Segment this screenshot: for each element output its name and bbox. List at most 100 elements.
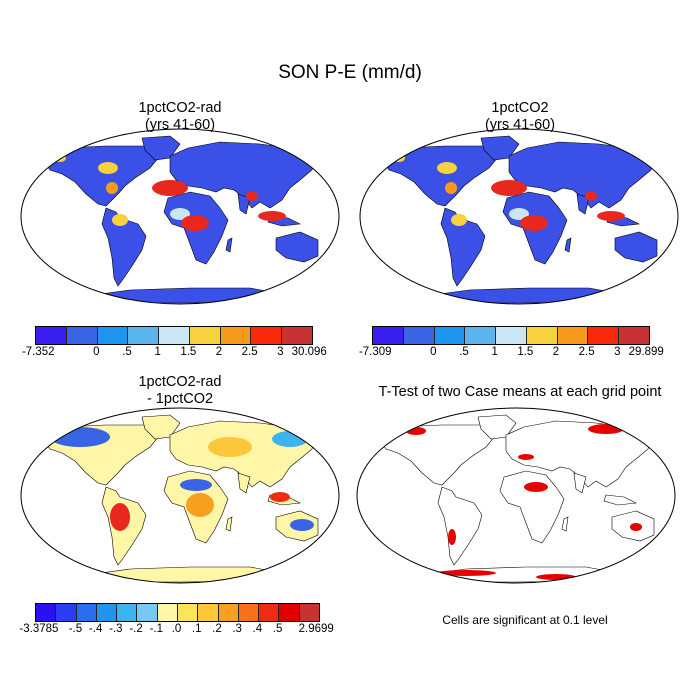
colorbar-swatch xyxy=(36,604,57,621)
colorbar-swatch xyxy=(279,604,300,621)
continent-shape xyxy=(225,516,233,532)
precip-region xyxy=(152,180,188,196)
colorbar-tick-label: 0 xyxy=(93,346,100,358)
difference-region xyxy=(270,492,290,502)
colorbar-swatch xyxy=(189,327,221,344)
colorbar-tick-label: 2.5 xyxy=(241,346,258,358)
colorbar-swatch xyxy=(128,327,160,344)
colorbar-swatch xyxy=(557,327,589,344)
continent-shape xyxy=(225,237,233,253)
map-border xyxy=(356,407,676,584)
colorbar-swatch xyxy=(465,327,497,344)
precip-region xyxy=(585,191,597,201)
map-border xyxy=(359,128,679,305)
colorbar-swatch xyxy=(282,327,313,344)
precip-region xyxy=(437,162,457,174)
continent-shape xyxy=(275,231,319,263)
significant-cells xyxy=(524,482,548,492)
precip-region xyxy=(393,154,405,162)
colorbar-tick-label: 0 xyxy=(430,346,437,358)
colorbar-tick-label: .0 xyxy=(171,623,182,635)
colorbar-swatch xyxy=(619,327,650,344)
colorbar-tick-label: 29.899 xyxy=(628,346,664,358)
continent-shape xyxy=(576,193,590,215)
colorbar-tick-label: -7.352 xyxy=(21,346,55,358)
precip-region xyxy=(106,182,118,194)
colorbar-tick-label: 30.096 xyxy=(291,346,327,358)
colorbar-swatch xyxy=(198,604,219,621)
panel-title-3: 1pctCO2-rad - 1pctCO2 xyxy=(138,374,222,407)
colorbar-3 xyxy=(35,603,320,622)
colorbar-swatch xyxy=(496,327,527,344)
continent-shape xyxy=(85,566,284,583)
colorbar-tick-label: -.3 xyxy=(109,623,123,635)
colorbar-1-labels: -7.352 0 .5 1 1.5 2 2.5 3 30.096 xyxy=(22,346,327,360)
continent-shape xyxy=(603,494,638,506)
precip-region xyxy=(112,214,128,226)
panel-title-2: 1pctCO2 (yrs 41-60) xyxy=(484,100,556,133)
colorbar-swatch xyxy=(299,604,319,621)
map-border xyxy=(20,128,340,305)
difference-region xyxy=(208,437,252,457)
colorbar-tick-label: 1.5 xyxy=(180,346,197,358)
colorbar-tick-label: 3 xyxy=(277,346,284,358)
difference-region xyxy=(110,503,130,531)
colorbar-tick-label: 1 xyxy=(154,346,161,358)
map-panel-2 xyxy=(359,128,679,305)
colorbar-tick-label: -.4 xyxy=(88,623,103,635)
continent-shape xyxy=(380,145,500,207)
significance-note: Cells are significant at 0.1 level xyxy=(442,613,608,627)
precip-region xyxy=(509,208,529,220)
colorbar-swatch xyxy=(220,327,252,344)
colorbar-tick-label: -.1 xyxy=(149,623,163,635)
precip-region xyxy=(258,211,286,221)
colorbar-swatch xyxy=(373,327,404,344)
colorbar-tick-label: .2 xyxy=(212,623,222,635)
precip-region xyxy=(98,162,118,174)
continent-shape xyxy=(499,470,565,544)
map-border xyxy=(20,407,340,584)
colorbar-tick-label: .1 xyxy=(191,623,202,635)
precip-region xyxy=(520,215,548,231)
difference-region xyxy=(290,519,314,531)
colorbar-swatch xyxy=(177,604,199,621)
colorbar-tick-label: .4 xyxy=(252,623,263,635)
colorbar-swatch xyxy=(588,327,620,344)
colorbar-tick-label: 1.5 xyxy=(517,346,534,358)
colorbar-tick-label: 3 xyxy=(614,346,621,358)
continent-shape xyxy=(573,472,587,494)
precip-region xyxy=(170,208,190,220)
colorbar-2-labels: -7.309 0 .5 1 1.5 2 2.5 3 29.899 xyxy=(359,346,664,360)
colorbar-swatch xyxy=(97,327,129,344)
colorbar-tick-label: -7.309 xyxy=(358,346,392,358)
continent-shape xyxy=(424,287,623,304)
colorbar-tick-label: .5 xyxy=(272,623,283,635)
precip-region xyxy=(246,191,258,201)
colorbar-swatch xyxy=(137,604,158,621)
colorbar-swatch xyxy=(96,604,118,621)
colorbar-swatch xyxy=(66,327,98,344)
precip-region xyxy=(54,154,66,162)
colorbar-swatch xyxy=(526,327,558,344)
colorbar-tick-label: -.5 xyxy=(68,623,83,635)
difference-region xyxy=(50,427,110,447)
difference-region xyxy=(272,431,308,447)
colorbar-swatch xyxy=(403,327,435,344)
continent-shape xyxy=(41,145,161,207)
map-panel-3 xyxy=(20,407,340,584)
significant-cells xyxy=(518,454,534,460)
continent-shape xyxy=(237,193,251,215)
figure-title: SON P-E (mm/d) xyxy=(278,62,422,83)
colorbar-tick-label: 2 xyxy=(552,346,560,358)
significant-cells xyxy=(630,523,642,531)
significant-cells xyxy=(448,529,456,545)
colorbar-swatch xyxy=(56,604,77,621)
colorbar-swatch xyxy=(251,327,283,344)
colorbar-swatch xyxy=(159,327,190,344)
difference-region xyxy=(186,493,214,517)
continent-shape xyxy=(85,287,284,304)
continent-shape xyxy=(614,231,658,263)
colorbar-tick-label: 2 xyxy=(215,346,223,358)
colorbar-swatch xyxy=(76,604,97,621)
map-panel-4 xyxy=(356,407,676,584)
